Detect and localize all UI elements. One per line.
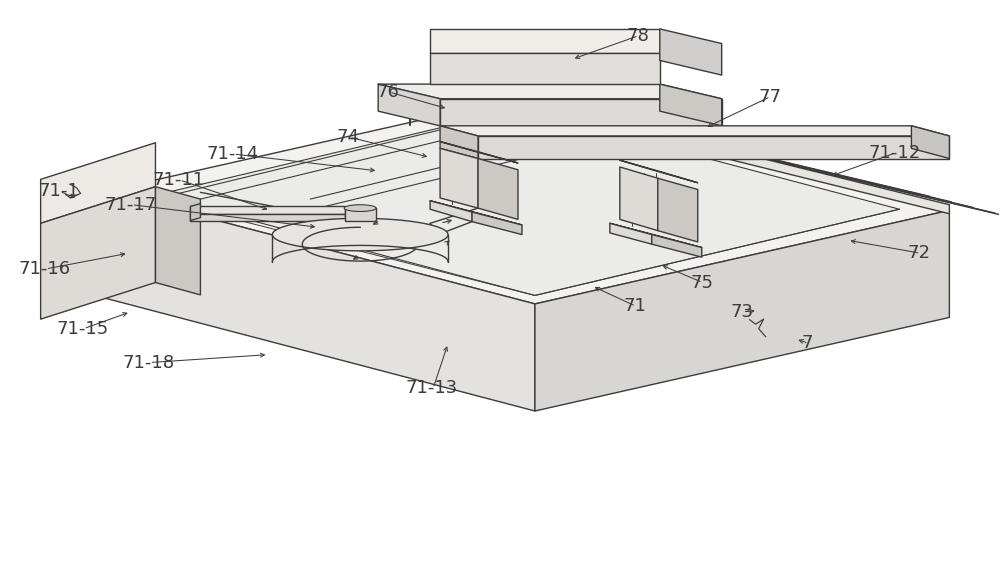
Text: 72: 72: [908, 244, 931, 262]
Text: 77: 77: [758, 88, 781, 106]
Polygon shape: [272, 218, 448, 251]
Polygon shape: [911, 126, 949, 159]
Polygon shape: [190, 203, 200, 220]
Polygon shape: [440, 126, 478, 159]
Text: 71-12: 71-12: [868, 144, 921, 162]
Polygon shape: [106, 191, 535, 411]
Polygon shape: [378, 84, 722, 99]
Polygon shape: [620, 167, 658, 231]
Polygon shape: [190, 206, 345, 214]
Text: 71-17: 71-17: [104, 195, 157, 214]
Text: 71-1: 71-1: [38, 182, 79, 200]
Polygon shape: [610, 223, 652, 244]
Polygon shape: [652, 234, 702, 257]
Text: 71-14: 71-14: [206, 145, 258, 163]
Polygon shape: [478, 159, 518, 219]
Text: 71-15: 71-15: [56, 320, 109, 338]
Text: 78: 78: [626, 27, 649, 45]
Text: 75: 75: [690, 273, 713, 292]
Polygon shape: [478, 136, 949, 159]
Polygon shape: [660, 133, 949, 214]
Polygon shape: [106, 98, 949, 304]
Text: 7: 7: [802, 334, 813, 353]
Polygon shape: [440, 99, 722, 126]
Polygon shape: [430, 29, 660, 53]
Polygon shape: [430, 201, 472, 221]
Polygon shape: [155, 109, 899, 295]
Polygon shape: [378, 84, 440, 126]
Polygon shape: [658, 178, 698, 242]
Polygon shape: [440, 149, 478, 208]
Text: 71-16: 71-16: [19, 260, 71, 278]
Polygon shape: [430, 53, 660, 84]
Polygon shape: [440, 142, 518, 163]
Polygon shape: [430, 201, 522, 225]
Polygon shape: [620, 160, 698, 182]
Polygon shape: [660, 84, 722, 126]
Polygon shape: [535, 210, 949, 411]
Text: 71-11: 71-11: [152, 171, 205, 189]
Text: 71: 71: [623, 297, 646, 315]
Polygon shape: [610, 223, 702, 247]
Text: 71-18: 71-18: [122, 354, 175, 372]
Polygon shape: [472, 212, 522, 234]
Polygon shape: [155, 186, 200, 295]
Text: 76: 76: [377, 83, 400, 101]
Polygon shape: [345, 208, 376, 220]
Polygon shape: [440, 126, 949, 136]
Polygon shape: [41, 143, 155, 223]
Text: 73: 73: [730, 303, 753, 321]
Polygon shape: [190, 214, 345, 220]
Text: 74: 74: [337, 128, 360, 146]
Polygon shape: [41, 186, 155, 319]
Polygon shape: [660, 29, 722, 75]
Text: 71-13: 71-13: [406, 380, 458, 397]
Polygon shape: [344, 205, 376, 211]
